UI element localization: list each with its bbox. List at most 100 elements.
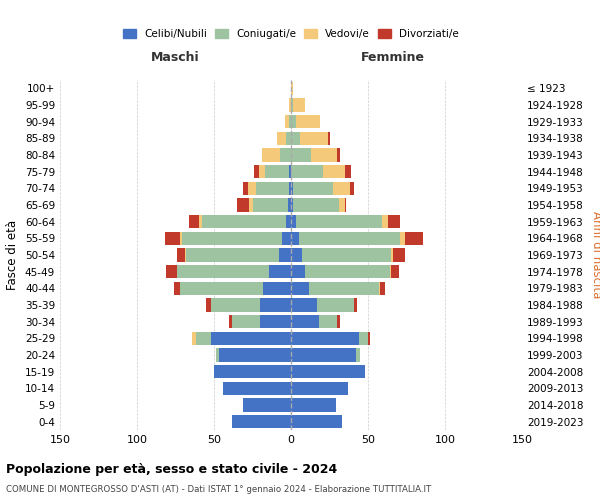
Bar bbox=[248, 182, 256, 195]
Bar bbox=[289, 182, 291, 195]
Bar bbox=[305, 265, 389, 278]
Bar bbox=[206, 298, 211, 312]
Bar bbox=[350, 182, 354, 195]
Bar bbox=[174, 282, 180, 295]
Bar bbox=[311, 148, 337, 162]
Bar bbox=[345, 165, 351, 178]
Bar bbox=[291, 248, 302, 262]
Text: COMUNE DI MONTEGROSSO D'ASTI (AT) - Dati ISTAT 1° gennaio 2024 - Elaborazione TU: COMUNE DI MONTEGROSSO D'ASTI (AT) - Dati… bbox=[6, 485, 431, 494]
Bar bbox=[302, 248, 391, 262]
Bar bbox=[392, 248, 405, 262]
Bar bbox=[253, 198, 288, 211]
Bar bbox=[328, 132, 329, 145]
Text: Maschi: Maschi bbox=[151, 52, 200, 64]
Bar bbox=[291, 365, 365, 378]
Bar bbox=[356, 348, 360, 362]
Bar bbox=[263, 282, 291, 295]
Bar bbox=[286, 215, 291, 228]
Bar bbox=[291, 265, 305, 278]
Text: Popolazione per età, sesso e stato civile - 2024: Popolazione per età, sesso e stato civil… bbox=[6, 462, 337, 475]
Bar bbox=[317, 298, 354, 312]
Bar bbox=[185, 248, 186, 262]
Bar bbox=[182, 232, 282, 245]
Bar bbox=[243, 182, 248, 195]
Bar bbox=[291, 115, 296, 128]
Bar bbox=[400, 232, 405, 245]
Bar bbox=[186, 248, 278, 262]
Bar bbox=[291, 215, 296, 228]
Bar bbox=[296, 115, 320, 128]
Bar bbox=[405, 232, 424, 245]
Bar bbox=[319, 315, 337, 328]
Bar bbox=[291, 198, 293, 211]
Bar bbox=[323, 165, 345, 178]
Bar bbox=[280, 148, 291, 162]
Bar bbox=[291, 398, 335, 411]
Bar bbox=[260, 298, 291, 312]
Bar bbox=[380, 282, 385, 295]
Bar bbox=[165, 232, 180, 245]
Bar bbox=[379, 282, 380, 295]
Bar bbox=[286, 132, 291, 145]
Bar bbox=[229, 315, 232, 328]
Bar bbox=[289, 165, 291, 178]
Bar bbox=[291, 332, 359, 345]
Bar bbox=[354, 298, 357, 312]
Y-axis label: Anni di nascita: Anni di nascita bbox=[590, 212, 600, 298]
Bar bbox=[254, 165, 259, 178]
Bar bbox=[291, 282, 310, 295]
Bar bbox=[237, 198, 250, 211]
Bar bbox=[282, 232, 291, 245]
Bar bbox=[291, 132, 300, 145]
Bar bbox=[299, 232, 400, 245]
Bar bbox=[259, 165, 265, 178]
Bar bbox=[388, 215, 400, 228]
Bar bbox=[180, 232, 182, 245]
Bar bbox=[250, 198, 253, 211]
Bar bbox=[278, 248, 291, 262]
Bar bbox=[289, 98, 291, 112]
Bar bbox=[196, 332, 211, 345]
Bar bbox=[337, 148, 340, 162]
Bar bbox=[166, 265, 177, 278]
Bar bbox=[277, 132, 286, 145]
Bar bbox=[332, 182, 350, 195]
Bar bbox=[291, 298, 317, 312]
Bar bbox=[243, 398, 291, 411]
Bar bbox=[291, 182, 293, 195]
Bar bbox=[177, 265, 269, 278]
Bar bbox=[223, 382, 291, 395]
Bar bbox=[262, 148, 280, 162]
Bar bbox=[291, 382, 348, 395]
Bar bbox=[368, 332, 370, 345]
Bar bbox=[310, 282, 379, 295]
Bar bbox=[291, 98, 293, 112]
Bar bbox=[291, 232, 299, 245]
Bar bbox=[337, 315, 340, 328]
Bar bbox=[293, 98, 305, 112]
Bar bbox=[389, 265, 391, 278]
Bar bbox=[391, 265, 399, 278]
Bar bbox=[256, 182, 289, 195]
Bar bbox=[199, 215, 202, 228]
Bar bbox=[190, 215, 199, 228]
Bar bbox=[291, 148, 311, 162]
Bar bbox=[218, 348, 291, 362]
Bar bbox=[382, 215, 388, 228]
Bar bbox=[288, 198, 291, 211]
Bar bbox=[300, 132, 328, 145]
Bar bbox=[180, 282, 263, 295]
Bar bbox=[215, 348, 218, 362]
Bar bbox=[211, 332, 291, 345]
Bar bbox=[211, 298, 260, 312]
Y-axis label: Fasce di età: Fasce di età bbox=[7, 220, 19, 290]
Bar bbox=[232, 315, 260, 328]
Bar bbox=[265, 165, 289, 178]
Bar bbox=[177, 248, 185, 262]
Bar bbox=[291, 415, 342, 428]
Bar bbox=[296, 215, 382, 228]
Bar bbox=[293, 182, 332, 195]
Legend: Celibi/Nubili, Coniugati/e, Vedovi/e, Divorziati/e: Celibi/Nubili, Coniugati/e, Vedovi/e, Di… bbox=[120, 26, 462, 42]
Bar bbox=[291, 348, 356, 362]
Bar bbox=[293, 198, 339, 211]
